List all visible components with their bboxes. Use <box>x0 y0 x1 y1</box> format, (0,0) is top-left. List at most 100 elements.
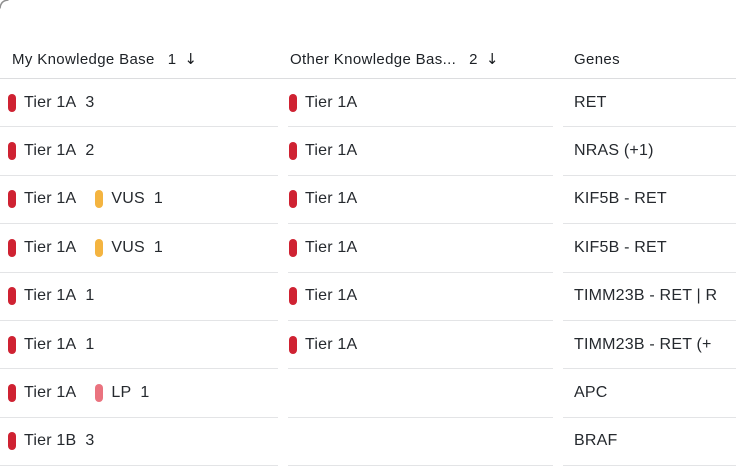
badge-label: Tier 1A <box>305 238 358 256</box>
gene-names: KIF5B - RET <box>574 190 667 208</box>
badge-label: Tier 1A <box>305 142 358 160</box>
sort-order-number: 1 <box>167 50 177 68</box>
table-row[interactable]: Tier 1A 1 Tier 1A TIMM23B - RET (+ <box>0 321 736 370</box>
vus-badge-icon <box>95 190 104 209</box>
classification-badge: Tier 1A 2 <box>8 142 95 161</box>
tier-badge-icon <box>8 287 16 306</box>
other-kb-cell: Tier 1A <box>288 176 553 225</box>
card-corner-arc <box>0 0 9 9</box>
gene-names: NRAS (+1) <box>574 142 654 160</box>
my-kb-cell: Tier 1A 1 <box>0 273 278 321</box>
genes-cell: RET <box>563 79 736 128</box>
table-header: My Knowledge Base 1 ↓ Other Knowledge Ba… <box>0 40 736 79</box>
badge-label: Tier 1A <box>305 335 358 353</box>
table-row[interactable]: Tier 1A 1 Tier 1A TIMM23B - RET | R <box>0 273 736 321</box>
tier-badge-icon <box>289 238 297 257</box>
tier-badge-icon <box>289 142 297 161</box>
classification-badge: Tier 1A 1 <box>8 287 95 306</box>
badge-label: Tier 1A <box>305 93 358 111</box>
tier-badge-icon <box>289 93 297 112</box>
classification-badge: Tier 1A 1 <box>8 335 95 354</box>
classification-badge: Tier 1A <box>8 190 76 209</box>
classification-badge: VUS 1 <box>95 238 163 257</box>
genes-cell: TIMM23B - RET | R <box>563 273 736 321</box>
classification-badge: Tier 1A <box>289 142 358 161</box>
classification-badge: LP 1 <box>95 384 150 403</box>
classification-badge: Tier 1B 3 <box>8 432 95 451</box>
tier-badge-icon <box>8 190 16 209</box>
classification-badge: Tier 1A 3 <box>8 93 95 112</box>
badge-label: LP <box>111 384 132 402</box>
badge-label: Tier 1B <box>24 432 77 450</box>
table-row[interactable]: Tier 1A LP 1 APC <box>0 369 736 418</box>
column-header-genes[interactable]: Genes <box>563 51 736 68</box>
other-kb-cell: Tier 1A <box>288 127 553 176</box>
classification-badge: VUS 1 <box>95 190 163 209</box>
badge-count: 3 <box>85 93 95 111</box>
gene-names: RET <box>574 93 607 111</box>
tier-badge-icon <box>8 93 16 112</box>
tier-badge-icon <box>289 335 297 354</box>
table-row[interactable]: Tier 1A VUS 1 Tier 1A KIF5B - RET <box>0 176 736 225</box>
tier-badge-icon <box>8 335 16 354</box>
other-kb-cell: Tier 1A <box>288 79 553 128</box>
gene-names: KIF5B - RET <box>574 238 667 256</box>
my-kb-cell: Tier 1A 1 <box>0 321 278 370</box>
tier-badge-icon <box>8 384 16 403</box>
badge-label: Tier 1A <box>24 287 77 305</box>
classification-badge: Tier 1A <box>289 93 358 112</box>
classification-badge: Tier 1A <box>8 238 77 257</box>
other-kb-cell: Tier 1A <box>288 224 553 273</box>
badge-count: 1 <box>85 287 95 305</box>
tier-badge-icon <box>8 238 16 257</box>
classification-badge: Tier 1A <box>8 384 76 403</box>
table-row[interactable]: Tier 1A 2 Tier 1A NRAS (+1) <box>0 127 736 176</box>
column-header-my-knowledge-base[interactable]: My Knowledge Base 1 ↓ <box>0 50 278 68</box>
tier-badge-icon <box>8 432 16 451</box>
badge-label: Tier 1A <box>24 142 77 160</box>
tier-badge-icon <box>289 190 297 209</box>
gene-names: TIMM23B - RET (+ <box>574 335 712 353</box>
classification-badge: Tier 1A <box>289 190 358 209</box>
badge-label: Tier 1A <box>24 335 77 353</box>
genes-cell: BRAF <box>563 418 736 467</box>
table-body: Tier 1A 3 Tier 1A RET Tier 1A 2 Tier 1A NRAS (+… <box>0 79 736 467</box>
sort-descending-icon: ↓ <box>485 50 499 68</box>
other-kb-cell <box>288 418 553 467</box>
vus-badge-icon <box>95 238 104 257</box>
my-kb-cell: Tier 1A VUS 1 <box>0 176 278 225</box>
table-row[interactable]: Tier 1A 3 Tier 1A RET <box>0 79 736 128</box>
classification-badge: Tier 1A <box>289 238 358 257</box>
sort-descending-icon: ↓ <box>184 50 198 68</box>
genes-cell: KIF5B - RET <box>563 176 736 225</box>
badge-count: 1 <box>153 238 163 256</box>
other-kb-cell <box>288 369 553 418</box>
my-kb-cell: Tier 1A 3 <box>0 79 278 128</box>
column-label: Genes <box>574 50 620 68</box>
badge-label: Tier 1A <box>305 287 358 305</box>
sort-order-number: 2 <box>469 50 478 68</box>
badge-label: VUS <box>111 190 145 208</box>
my-kb-cell: Tier 1B 3 <box>0 418 278 467</box>
my-kb-cell: Tier 1A 2 <box>0 127 278 176</box>
badge-label: VUS <box>111 238 145 256</box>
badge-count: 1 <box>153 190 163 208</box>
badge-label: Tier 1A <box>305 190 358 208</box>
genes-cell: TIMM23B - RET (+ <box>563 321 736 370</box>
table-row[interactable]: Tier 1B 3 BRAF <box>0 418 736 467</box>
column-header-other-knowledge-base[interactable]: Other Knowledge Bas... 2 ↓ <box>288 50 553 68</box>
table-row[interactable]: Tier 1A VUS 1 Tier 1A KIF5B - RET <box>0 224 736 273</box>
classification-badge: Tier 1A <box>289 287 358 306</box>
badge-count: 1 <box>140 384 150 402</box>
genes-cell: KIF5B - RET <box>563 224 736 273</box>
gene-names: APC <box>574 384 608 402</box>
gene-names: TIMM23B - RET | R <box>574 287 718 305</box>
badge-label: Tier 1A <box>24 238 77 256</box>
classification-badge: Tier 1A <box>289 335 358 354</box>
lp-badge-icon <box>95 384 104 403</box>
genes-cell: NRAS (+1) <box>563 127 736 176</box>
tier-badge-icon <box>289 287 297 306</box>
badge-count: 2 <box>85 142 95 160</box>
column-label: Other Knowledge Bas... <box>290 50 457 68</box>
badge-count: 1 <box>85 335 95 353</box>
